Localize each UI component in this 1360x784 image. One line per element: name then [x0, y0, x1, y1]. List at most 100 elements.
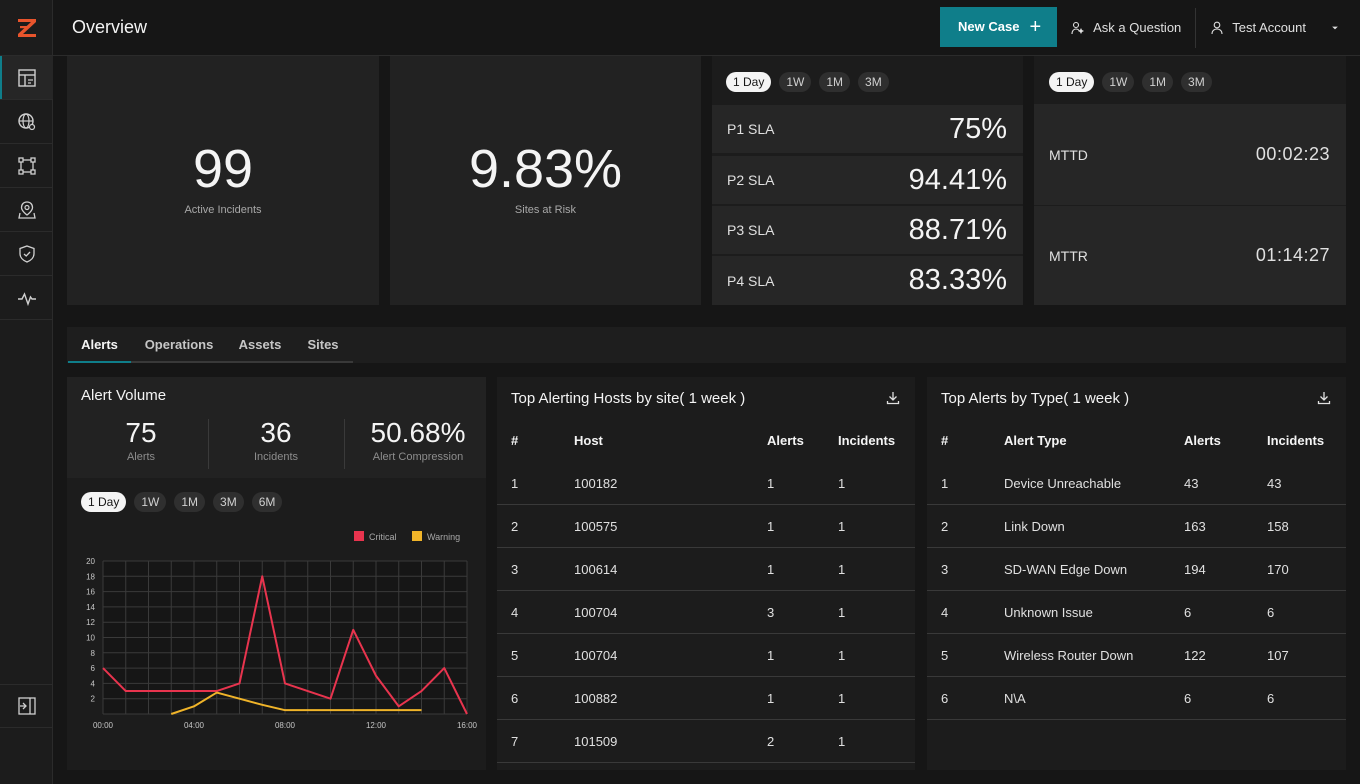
- sidebar-item-security[interactable]: [0, 232, 53, 276]
- tab-alerts[interactable]: Alerts: [68, 327, 131, 363]
- x-tick-label: 16:00: [457, 721, 478, 730]
- y-tick-label: 18: [86, 572, 95, 581]
- tab-assets[interactable]: Assets: [227, 327, 293, 363]
- download-icon[interactable]: [1316, 390, 1332, 406]
- table-row[interactable]: 4 100704 3 1: [497, 591, 915, 634]
- table-cell: 1: [767, 476, 775, 491]
- tab-operations[interactable]: Operations: [131, 327, 227, 363]
- table-cell: 6: [511, 691, 519, 706]
- ask-question-label: Ask a Question: [1093, 20, 1182, 35]
- col-incidents[interactable]: Incidents: [1267, 433, 1325, 448]
- table-row[interactable]: 6 100882 1 1: [497, 677, 915, 720]
- page-title: Overview: [72, 17, 148, 37]
- sla-value: 75%: [948, 112, 1007, 145]
- table-row[interactable]: 4 Unknown Issue 6 6: [927, 591, 1346, 634]
- topology-icon: [17, 156, 36, 175]
- x-tick-label: 08:00: [275, 721, 296, 730]
- sla-range-1day[interactable]: 1 Day: [726, 72, 772, 92]
- mt-time-range: 1 Day 1W 1M 3M: [1049, 72, 1212, 92]
- series-line-critical: [102, 575, 468, 715]
- tab-sites[interactable]: Sites: [293, 327, 353, 363]
- logo[interactable]: [0, 0, 53, 56]
- mt-range-1m[interactable]: 1M: [1142, 72, 1174, 92]
- sla-time-range: 1 Day 1W 1M 3M: [726, 72, 889, 92]
- av-range-1m[interactable]: 1M: [174, 492, 206, 512]
- mt-range-1w[interactable]: 1W: [1102, 72, 1135, 92]
- table-cell: Wireless Router Down: [1004, 648, 1134, 663]
- chart-legend: Critical Warning: [354, 531, 460, 542]
- table-header: # Host Alerts Incidents: [497, 419, 915, 462]
- mttd-mttr-card: 1 Day 1W 1M 3M MTTD 00:02:23 MTTR 01:14:…: [1034, 56, 1346, 305]
- table-row[interactable]: 2 100575 1 1: [497, 505, 915, 548]
- sla-label: P2 SLA: [727, 172, 775, 188]
- table-cell: 1: [838, 691, 846, 706]
- ask-question-icon: [1071, 21, 1085, 34]
- col-index[interactable]: #: [941, 433, 949, 448]
- table-cell: 122: [1184, 648, 1206, 663]
- av-range-1w[interactable]: 1W: [134, 492, 167, 512]
- mt-range-3m[interactable]: 3M: [1181, 72, 1212, 92]
- mt-range-1day[interactable]: 1 Day: [1049, 72, 1095, 92]
- new-case-button[interactable]: New Case +: [940, 6, 1058, 47]
- collapse-icon: [17, 697, 36, 715]
- alerts-stat-label: Alerts: [126, 451, 156, 463]
- col-alert-type[interactable]: Alert Type: [1004, 433, 1067, 448]
- account-menu[interactable]: Test Account: [1196, 0, 1360, 56]
- collapse-sidebar-button[interactable]: [0, 684, 53, 728]
- table-row[interactable]: 1 Device Unreachable 43 43: [927, 462, 1346, 505]
- col-alerts[interactable]: Alerts: [767, 433, 804, 448]
- account-label: Test Account: [1232, 20, 1306, 35]
- ask-question-button[interactable]: Ask a Question: [1057, 0, 1195, 56]
- sla-range-1w[interactable]: 1W: [779, 72, 812, 92]
- sla-range-1m[interactable]: 1M: [819, 72, 851, 92]
- new-case-label: New Case: [958, 19, 1020, 34]
- table-row[interactable]: 5 Wireless Router Down 122 107: [927, 634, 1346, 677]
- table-cell: SD-WAN Edge Down: [1004, 562, 1128, 577]
- table-row[interactable]: 3 SD-WAN Edge Down 194 170: [927, 548, 1346, 591]
- table-header: # Alert Type Alerts Incidents: [927, 419, 1346, 462]
- sla-range-3m[interactable]: 3M: [858, 72, 889, 92]
- table-row[interactable]: 5 100704 1 1: [497, 634, 915, 677]
- user-icon: [1211, 21, 1223, 34]
- sidebar-item-overview[interactable]: [0, 56, 53, 100]
- table-row[interactable]: 1 100182 1 1: [497, 462, 915, 505]
- sidebar-item-activity[interactable]: [0, 276, 53, 320]
- table-row[interactable]: 7 101509 2 1: [497, 720, 915, 763]
- y-tick-label: 2: [91, 695, 96, 704]
- sidebar: [0, 0, 53, 784]
- col-host[interactable]: Host: [574, 433, 603, 448]
- av-range-6m[interactable]: 6M: [251, 492, 283, 512]
- table-cell: 4: [511, 605, 519, 620]
- mttd-value: 00:02:23: [1255, 144, 1330, 164]
- table-row[interactable]: 6 N\A 6 6: [927, 677, 1346, 720]
- sidebar-item-topology[interactable]: [0, 144, 53, 188]
- location-icon: [17, 200, 36, 219]
- table-cell: 1: [767, 691, 775, 706]
- download-icon[interactable]: [885, 390, 901, 406]
- plus-icon: +: [1029, 15, 1042, 38]
- table-cell: 5: [941, 648, 949, 663]
- table-cell: 158: [1267, 519, 1289, 534]
- col-incidents[interactable]: Incidents: [838, 433, 896, 448]
- table-row[interactable]: 3 100614 1 1: [497, 548, 915, 591]
- col-alerts[interactable]: Alerts: [1184, 433, 1221, 448]
- table-cell: 2: [511, 519, 519, 534]
- sla-row: P1 SLA 75%: [712, 105, 1023, 153]
- col-index[interactable]: #: [511, 433, 519, 448]
- sites-at-risk-label: Sites at Risk: [514, 204, 577, 216]
- sidebar-item-network[interactable]: [0, 100, 53, 144]
- table-cell: 3: [511, 562, 519, 577]
- alert-volume-card: Alert Volume 75 Alerts 36 Incidents 50.6…: [67, 377, 486, 770]
- table-cell: 107: [1267, 648, 1289, 663]
- sla-label: P4 SLA: [727, 272, 775, 289]
- alert-volume-summary: [67, 377, 486, 478]
- av-range-3m[interactable]: 3M: [213, 492, 244, 512]
- sidebar-item-locations[interactable]: [0, 188, 53, 232]
- table-cell: 1: [838, 562, 846, 577]
- table-cell: Device Unreachable: [1004, 476, 1122, 491]
- mttd-label: MTTD: [1049, 146, 1088, 163]
- av-range-1day[interactable]: 1 Day: [81, 492, 127, 512]
- table-cell: 43: [1267, 476, 1282, 491]
- table-cell: 7: [511, 734, 519, 749]
- table-row[interactable]: 2 Link Down 163 158: [927, 505, 1346, 548]
